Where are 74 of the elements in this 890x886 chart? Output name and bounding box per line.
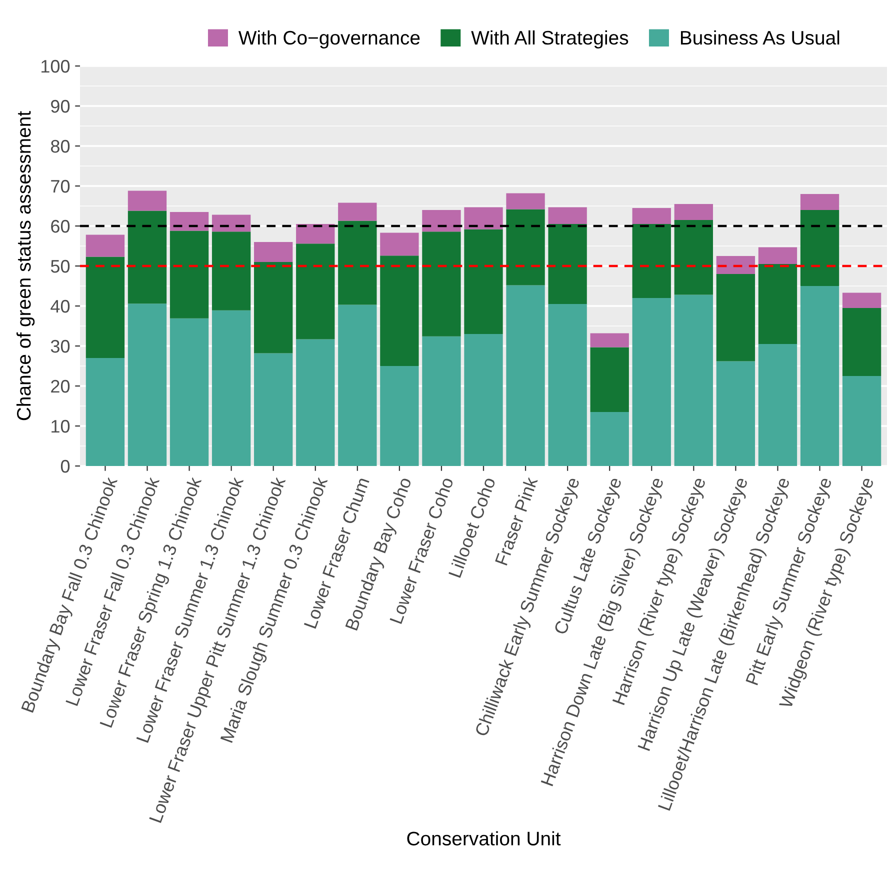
x-axis-title: Conservation Unit — [407, 831, 561, 846]
y-tick-label: 90 — [51, 100, 70, 113]
bar — [212, 310, 251, 466]
bar — [758, 344, 798, 466]
bar — [548, 304, 587, 466]
bar — [464, 229, 503, 334]
bar — [86, 234, 125, 257]
bar — [590, 412, 629, 466]
bar — [170, 318, 209, 466]
y-tick-label: 60 — [51, 220, 70, 233]
bar — [86, 358, 125, 466]
bar — [212, 214, 251, 232]
bar — [506, 209, 545, 286]
bar — [506, 285, 545, 466]
bar — [170, 230, 209, 318]
bar — [632, 298, 671, 466]
y-tick-label: 70 — [51, 180, 70, 193]
bar — [758, 264, 798, 344]
bar — [842, 376, 882, 466]
bar — [338, 220, 377, 305]
bar — [422, 336, 461, 466]
bar — [422, 210, 461, 232]
bar — [170, 212, 209, 231]
bar — [548, 207, 587, 224]
bar — [632, 224, 671, 298]
bar — [674, 220, 713, 295]
bar — [380, 366, 419, 466]
y-tick-label: 100 — [42, 60, 70, 73]
y-tick-label: 40 — [50, 300, 70, 313]
bar — [758, 247, 798, 264]
legend-label: With Co−governance — [238, 30, 420, 48]
bar — [128, 304, 167, 466]
bar — [86, 256, 125, 358]
bar — [212, 232, 251, 310]
y-tick-label: 0 — [60, 460, 70, 473]
legend-label: With All Strategies — [471, 30, 628, 48]
legend-label: Business As Usual — [680, 30, 840, 45]
y-tick-label: 30 — [50, 340, 70, 353]
bar — [296, 339, 335, 466]
bar — [380, 256, 419, 366]
bar — [464, 334, 503, 466]
bar — [632, 208, 671, 224]
bar — [254, 262, 293, 354]
bar — [674, 294, 713, 466]
bar — [842, 292, 882, 308]
bar — [842, 308, 882, 376]
bar — [254, 242, 293, 262]
bar — [674, 204, 713, 220]
bar — [338, 304, 377, 466]
bar — [800, 286, 840, 466]
bar — [128, 210, 167, 304]
x-tick-label: Fraser Pink — [494, 476, 538, 566]
bar — [716, 361, 756, 466]
bar — [590, 347, 629, 412]
bar — [800, 194, 840, 210]
bar — [296, 224, 335, 244]
y-tick-label: 50 — [50, 260, 70, 273]
bar — [254, 353, 293, 466]
bar — [296, 244, 335, 340]
bar — [548, 224, 587, 304]
bar — [716, 256, 756, 274]
bar — [590, 333, 629, 348]
y-axis-title: Chance of green status assessment — [16, 111, 35, 420]
bar — [464, 207, 503, 230]
y-tick-label: 10 — [52, 420, 70, 433]
y-tick-label: 80 — [50, 140, 70, 153]
y-tick-label: 20 — [51, 380, 70, 393]
bar — [800, 210, 840, 286]
bar — [338, 202, 377, 221]
bar — [716, 274, 756, 362]
bar — [380, 232, 419, 256]
bar — [128, 190, 167, 211]
bar — [506, 193, 545, 210]
bar — [422, 232, 461, 336]
